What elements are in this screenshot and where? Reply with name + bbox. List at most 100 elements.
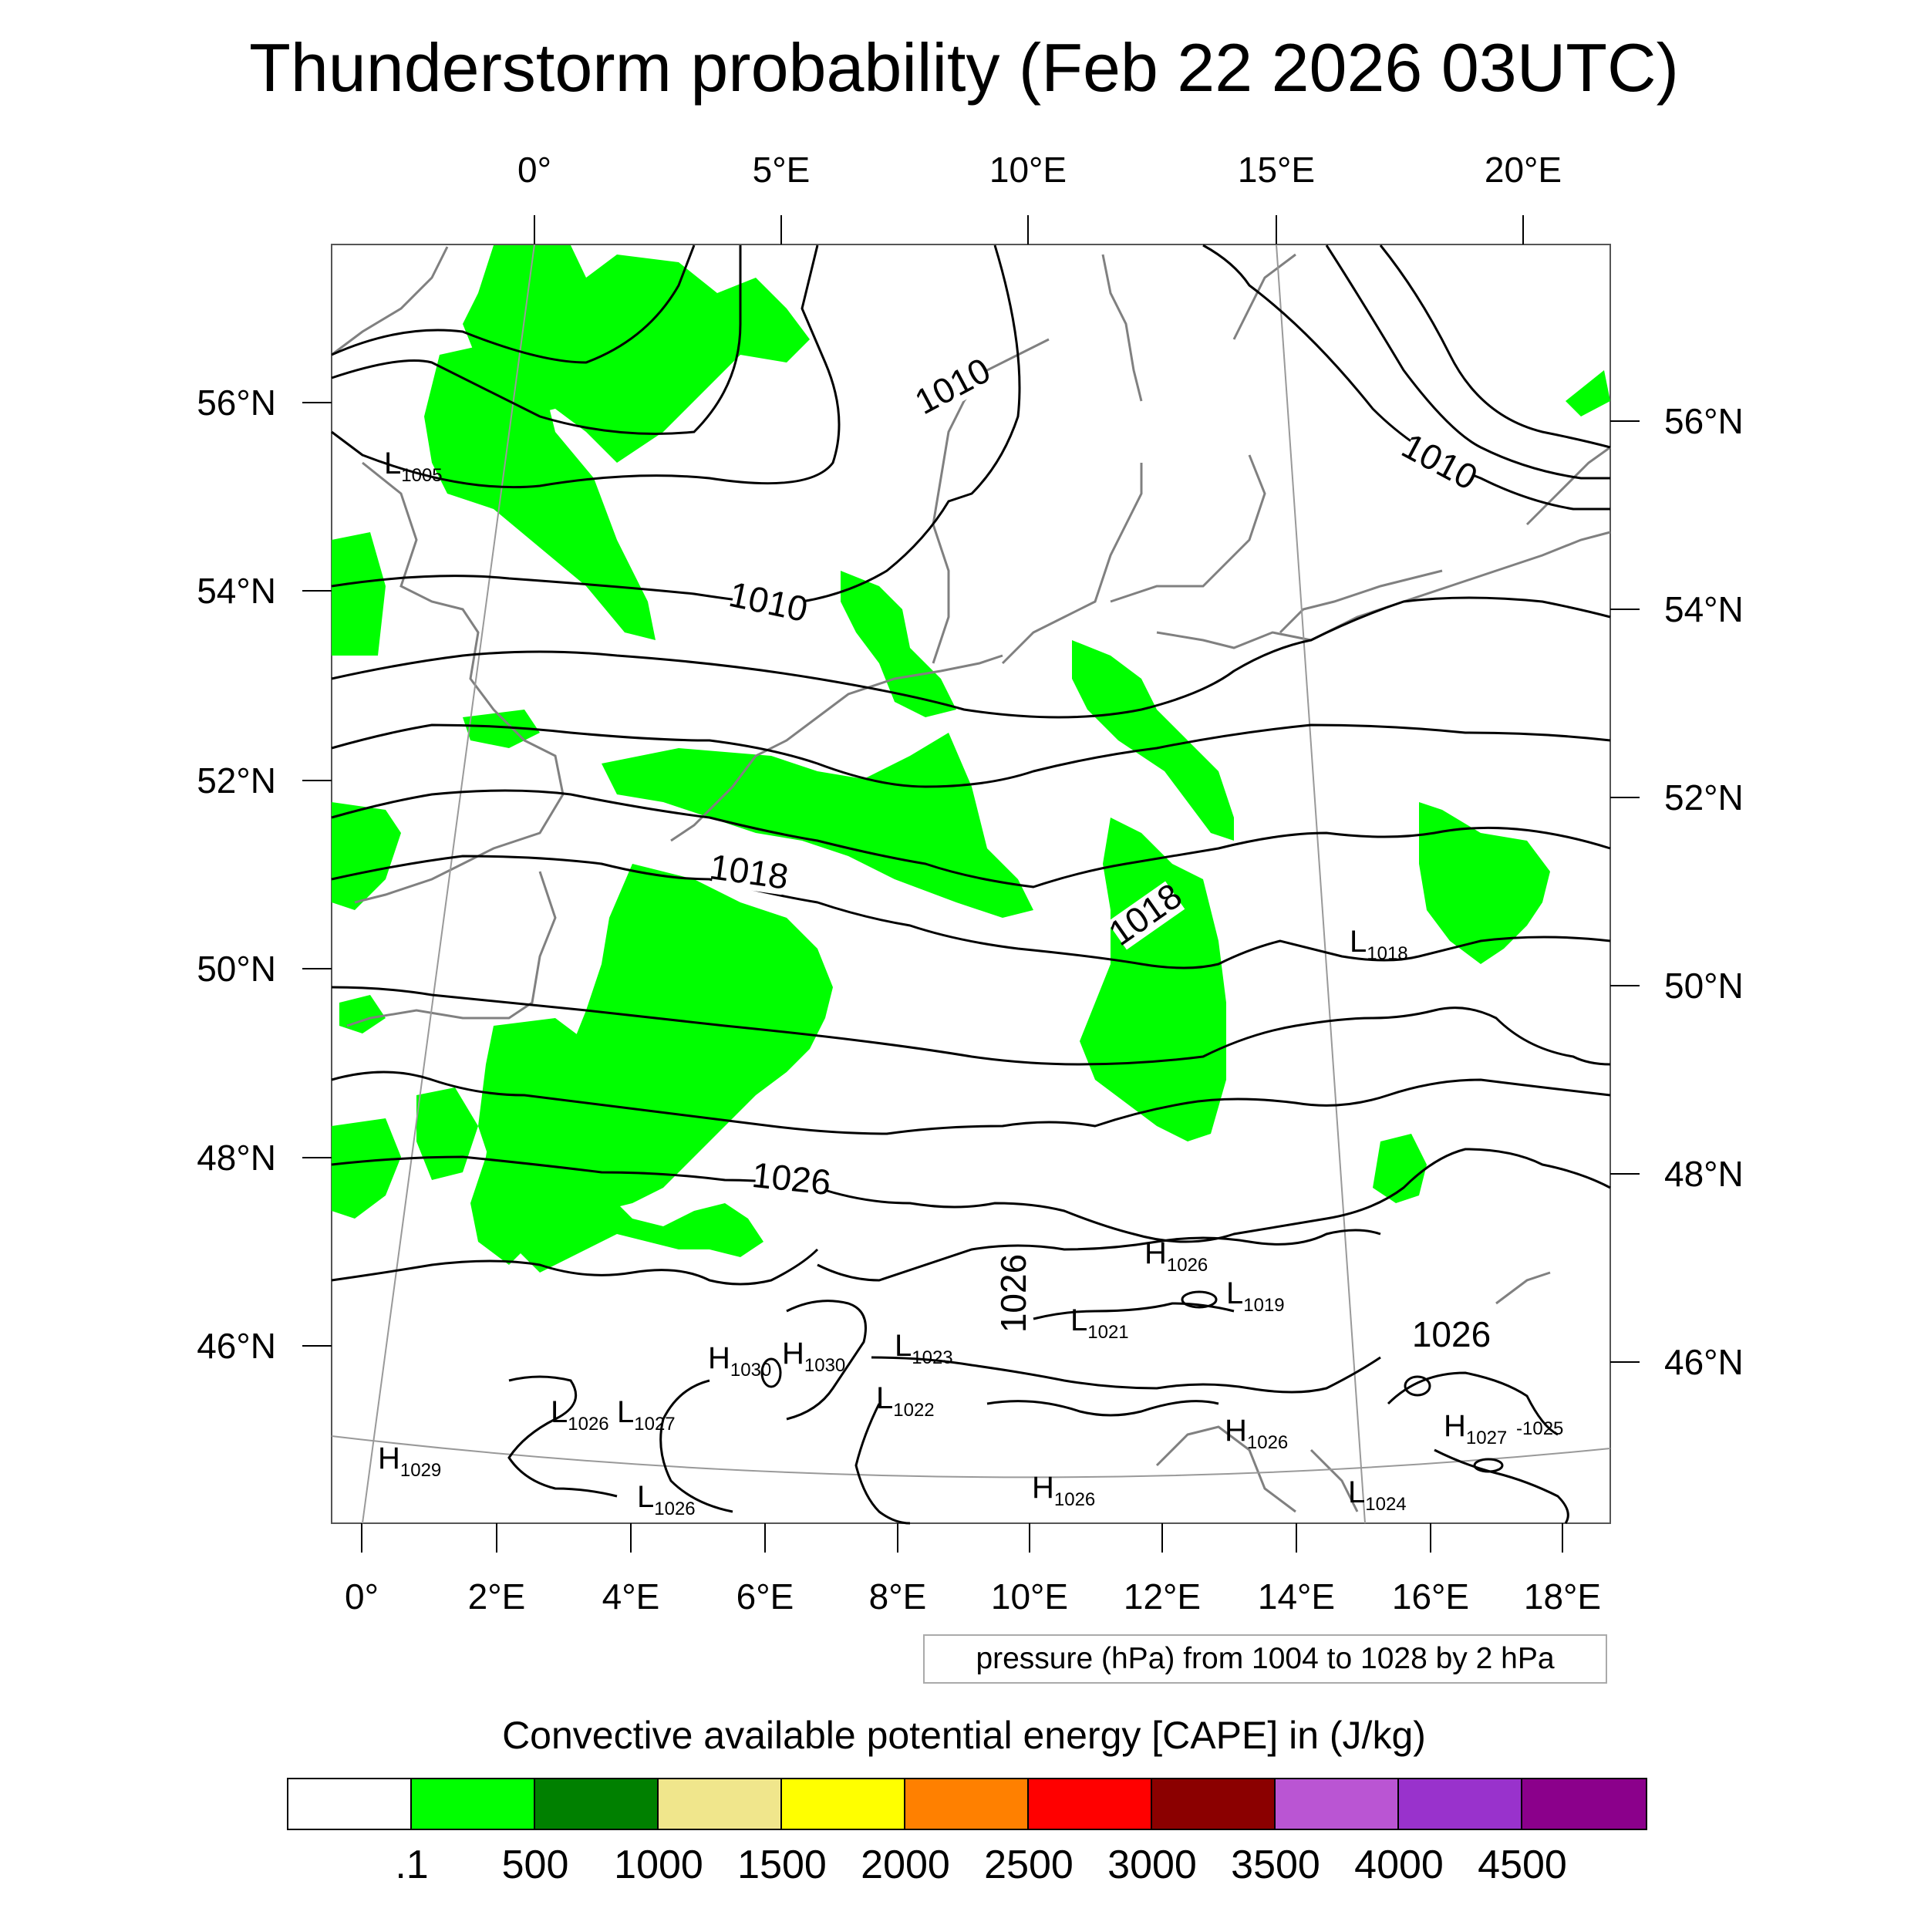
colorbar-title: Convective available potential energy [C…: [502, 1714, 1426, 1757]
colorbar-swatch: [1276, 1779, 1399, 1829]
lat-label: 50°N: [197, 949, 276, 989]
svg-text:H1029: H1029: [378, 1441, 441, 1481]
svg-text:H1026: H1026: [1144, 1236, 1208, 1276]
lat-label: 52°N: [1664, 777, 1744, 818]
lon-label: 18°E: [1524, 1576, 1601, 1617]
colorbar-tick-label: 3500: [1231, 1843, 1320, 1887]
svg-text:L1019: L1019: [1226, 1276, 1285, 1316]
colorbar-tick-label: 500: [501, 1843, 569, 1887]
lon-label: 5°E: [753, 150, 811, 190]
map-title: Thunderstorm probability (Feb 22 2026 03…: [249, 29, 1679, 106]
lat-label: 54°N: [1664, 589, 1744, 629]
colorbar-tick-label: .1: [395, 1843, 429, 1887]
lat-label: 56°N: [197, 383, 276, 423]
pressure-center: L1022: [876, 1381, 935, 1421]
pressure-center: L1018: [1350, 925, 1408, 964]
colorbar-swatch: [412, 1779, 535, 1829]
svg-text:L1024: L1024: [1348, 1475, 1407, 1515]
pressure-center: L1021: [1070, 1303, 1129, 1343]
lon-label: 16°E: [1392, 1576, 1469, 1617]
pressure-center: H1026: [1144, 1236, 1208, 1276]
axis-ticks: [302, 215, 1640, 1553]
lon-label: 8°E: [869, 1576, 927, 1617]
contour-info-box: pressure (hPa) from 1004 to 1028 by 2 hP…: [923, 1634, 1607, 1684]
isobar-label: 1026: [750, 1155, 833, 1202]
pressure-center: L1027: [617, 1395, 676, 1435]
lon-label: 2°E: [468, 1576, 526, 1617]
isobars: [331, 244, 1611, 1525]
lon-label: 12°E: [1124, 1576, 1201, 1617]
colorbar-tick-label: 1000: [614, 1843, 703, 1887]
lat-label: 52°N: [197, 760, 276, 801]
colorbar-swatch: [288, 1779, 412, 1829]
colorbar-swatch: [1152, 1779, 1276, 1829]
colorbar-swatch: [782, 1779, 905, 1829]
lon-label: 10°E: [989, 150, 1067, 190]
pressure-center: L1024: [1348, 1475, 1407, 1515]
pressure-center: L1026: [551, 1395, 609, 1435]
svg-text:L1022: L1022: [876, 1381, 935, 1421]
svg-text:L1005: L1005: [384, 447, 443, 486]
svg-text:L1021: L1021: [1070, 1303, 1129, 1343]
lat-label: 54°N: [197, 571, 276, 611]
svg-text:H1026: H1026: [1032, 1471, 1095, 1510]
lat-label: 46°N: [197, 1326, 276, 1366]
svg-text:-1025: -1025: [1516, 1418, 1563, 1439]
isobar-label: 1026: [1412, 1314, 1491, 1354]
svg-text:H1030: H1030: [708, 1341, 771, 1381]
svg-text:L1026: L1026: [551, 1395, 609, 1435]
pressure-center: H1026: [1225, 1414, 1288, 1453]
svg-text:H1027: H1027: [1444, 1409, 1507, 1448]
pressure-center: L1023: [895, 1329, 953, 1368]
colorbar-tick-label: 4500: [1478, 1843, 1567, 1887]
colorbar-tick-label: 1500: [737, 1843, 827, 1887]
right-lat-labels: 56°N 54°N 52°N 50°N 48°N 46°N: [1664, 401, 1744, 1382]
lon-label: 14°E: [1258, 1576, 1335, 1617]
lon-label: 20°E: [1485, 150, 1562, 190]
small-contours: [760, 1290, 1504, 1473]
top-lon-labels: 0° 5°E 10°E 15°E 20°E: [517, 150, 1562, 190]
lon-label: 10°E: [991, 1576, 1068, 1617]
colorbar-swatch: [535, 1779, 659, 1829]
lat-label: 50°N: [1664, 966, 1744, 1006]
svg-text:L1026: L1026: [637, 1480, 696, 1519]
pressure-center: L1005: [384, 447, 443, 486]
left-lat-labels: 56°N 54°N 52°N 50°N 48°N 46°N: [197, 383, 276, 1366]
pressure-center: H1029: [378, 1441, 441, 1481]
cape-areas: [332, 245, 1610, 1273]
pressure-center: H1030: [782, 1337, 845, 1376]
lon-label: 4°E: [602, 1576, 660, 1617]
svg-text:H1030: H1030: [782, 1337, 845, 1376]
pressure-center: H1027: [1444, 1409, 1507, 1448]
svg-text:L1023: L1023: [895, 1329, 953, 1368]
isobar-label: 1026: [993, 1254, 1033, 1333]
pressure-center: H1026: [1032, 1471, 1095, 1510]
colorbar-tick-label: 2000: [861, 1843, 950, 1887]
graticule: [331, 244, 1611, 1524]
colorbar-tick-label: 3000: [1107, 1843, 1197, 1887]
svg-text:L1027: L1027: [617, 1395, 676, 1435]
lon-label: 0°: [517, 150, 551, 190]
bottom-lon-labels: 0° 2°E 4°E 6°E 8°E 10°E 12°E 14°E 16°E 1…: [345, 1576, 1601, 1617]
pressure-center: L1026: [637, 1480, 696, 1519]
colorbar-swatch: [1399, 1779, 1522, 1829]
lat-label: 48°N: [197, 1138, 276, 1178]
lat-label: 48°N: [1664, 1154, 1744, 1194]
lon-label: 15°E: [1238, 150, 1315, 190]
pressure-center: -1025: [1516, 1418, 1563, 1439]
pressure-center: H1030: [708, 1341, 771, 1381]
colorbar-swatch: [659, 1779, 782, 1829]
svg-text:H1026: H1026: [1225, 1414, 1288, 1453]
lat-label: 56°N: [1664, 401, 1744, 441]
colorbar-swatch: [1522, 1779, 1646, 1829]
pressure-center: L1019: [1226, 1276, 1285, 1316]
lat-label: 46°N: [1664, 1342, 1744, 1382]
lon-label: 0°: [345, 1576, 379, 1617]
pressure-centers: L1005 L1018 H1026 L1019 L1021 L1023 H103…: [378, 447, 1563, 1519]
svg-text:L1018: L1018: [1350, 925, 1408, 964]
colorbar-swatch: [905, 1779, 1029, 1829]
colorbar-tick-label: 2500: [984, 1843, 1074, 1887]
lon-label: 6°E: [736, 1576, 794, 1617]
